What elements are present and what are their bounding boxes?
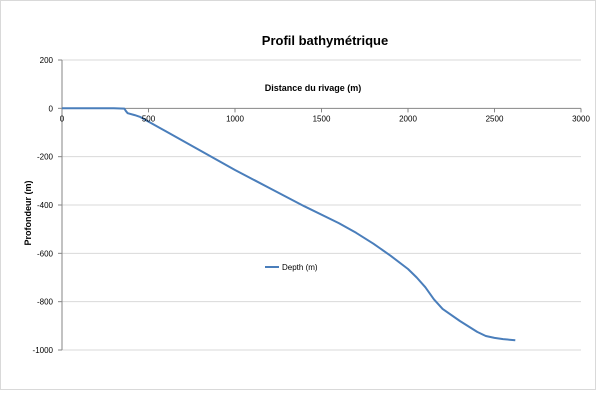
y-tick-label: -800	[37, 298, 54, 307]
legend-label: Depth (m)	[282, 263, 318, 272]
series-layer	[62, 107, 516, 342]
x-tick-label: 2000	[399, 114, 417, 123]
x-tick-label: 3000	[572, 114, 590, 123]
y-tick-label: -200	[37, 153, 54, 162]
x-tick-label: 500	[142, 114, 156, 123]
y-tick-label: -1000	[33, 346, 54, 355]
legend: Depth (m)	[265, 263, 318, 272]
x-tick-label: 2500	[486, 114, 504, 123]
y-tick-label: -400	[37, 201, 54, 210]
gridlines	[62, 59, 581, 351]
y-tick-label: -600	[37, 249, 54, 258]
y-tick-label: 200	[40, 56, 54, 65]
x-tick-label: 0	[60, 114, 65, 123]
series-line-depth	[62, 107, 516, 342]
x-axis-title: Distance du rivage (m)	[265, 83, 362, 93]
chart-title: Profil bathymétrique	[262, 33, 388, 48]
x-tick-label: 1500	[313, 114, 331, 123]
y-tick-label: 0	[49, 104, 54, 113]
y-axis-title: Profondeur (m)	[23, 181, 33, 246]
x-tick-label: 1000	[226, 114, 244, 123]
